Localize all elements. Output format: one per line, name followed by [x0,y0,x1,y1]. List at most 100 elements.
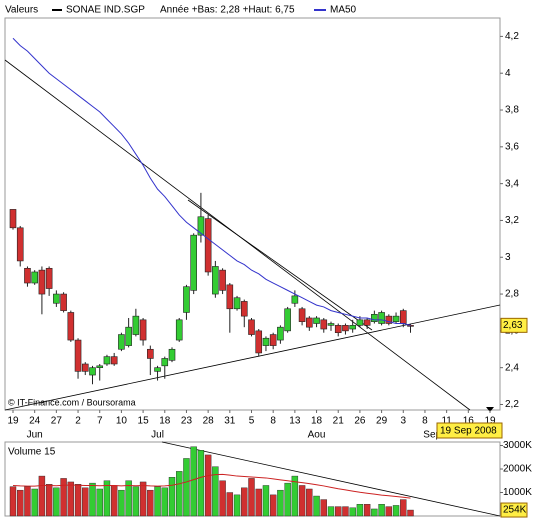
x-tick-label: 26 [354,416,366,427]
y-tick-label: 3,8 [505,105,519,116]
candle-body [385,315,393,324]
candle-body [248,319,255,335]
x-tick-label: 2 [75,416,81,427]
volume-bar [371,508,378,517]
chart-title: SONAE IND.SGP [66,5,145,16]
candle-body [212,266,219,295]
candle-body [168,348,176,361]
candle-body [240,301,248,317]
y-tick-label: 3000K [503,440,532,451]
candle-body [175,319,183,341]
ma-line [12,37,411,326]
volume-bar [255,488,262,517]
x-tick-label: 5 [249,416,255,427]
candle-body [60,293,67,311]
volume-bar [31,488,38,517]
volume-bar [226,492,234,517]
volume-bar [96,488,103,517]
candle-body [334,325,342,334]
candle-body [269,334,277,346]
candle-body [161,358,169,367]
x-tick-label: 15 [138,416,150,427]
volume-bar [284,482,291,517]
candle-body [147,348,154,359]
volume-bar [190,446,197,517]
candle-body [255,330,263,354]
legend-label: MA50 [330,5,357,16]
candle-body [284,308,291,332]
volume-bar [262,485,270,517]
volume-bar [320,499,327,517]
x-tick-label: 16 [463,416,475,427]
x-tick-label: 3 [400,416,406,427]
candle-body [53,293,60,304]
y-tick-label: 2,2 [505,399,519,410]
volume-bar [154,486,161,517]
candle-body [9,209,17,229]
x-tick-label: 13 [289,416,301,427]
y-tick-label: 2000K [503,464,532,475]
volume-bar [204,454,212,517]
candle-body [110,356,118,365]
y-tick-label: 3,4 [505,178,519,189]
trend-lines [4,59,501,517]
candle-body [392,315,400,322]
candle-body [233,297,241,310]
volume-bar [306,488,313,517]
y-tick-label: 4 [505,68,511,79]
volume-bar [125,480,132,517]
candle-body [103,356,111,365]
x-tick-label: 7 [97,416,103,427]
volume-bar [147,489,154,517]
candle-body [81,363,89,372]
candle-body [327,323,335,326]
volume-bar [233,494,241,517]
volume-bar [269,494,277,517]
volume-title: Volume 15 [8,447,56,458]
candle-body [74,339,82,372]
volume-bar [118,489,125,517]
volume-bar [82,487,89,517]
volume-bar [197,450,205,517]
candle-body [197,216,205,236]
candle-body [371,314,378,322]
candle-body [219,269,226,291]
candle-body [45,267,53,289]
candle-body [226,284,234,310]
x-tick-label: 19 [7,416,19,427]
volume-bar [241,487,248,517]
volume-bar [110,485,118,517]
candle-body [31,271,38,284]
source-note: © IT-Finance.com / Boursorama [8,397,136,407]
last-value-label: 2,63 [503,320,523,331]
volume-bar [277,489,284,517]
candle-body [363,319,371,326]
candle-body [125,326,132,346]
volume-bar [385,506,393,517]
x-tick-label: 28 [203,416,215,427]
candle-body [262,337,270,346]
candle-body [16,227,24,262]
candle-body [291,295,299,304]
volume-bar [60,478,67,517]
trend-line [161,441,501,517]
volume-bar [298,485,306,517]
volume-bar [9,486,17,517]
volume-bar [356,504,364,517]
volume-bar [219,480,226,517]
volume-bar [212,466,219,517]
x-tick-label: 24 [29,416,41,427]
volume-bar [38,475,46,517]
volume-bar [45,484,53,517]
volume-bar [176,471,183,517]
volume-bar [248,478,255,517]
x-tick-label: 8 [270,416,276,427]
volume-bar [342,506,349,517]
month-label: Jun [27,430,43,441]
date-label: 19 Sep 2008 [440,426,497,437]
volume-bar [161,487,168,517]
candle-body [139,319,147,341]
volume-bar [313,495,320,517]
volume-bar [139,481,147,517]
